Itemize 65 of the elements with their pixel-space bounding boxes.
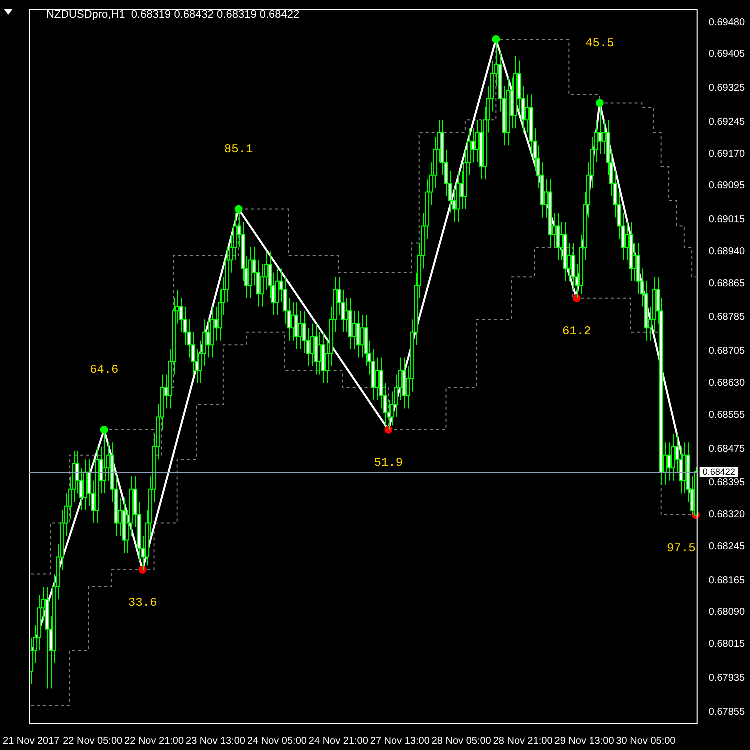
candlestick <box>275 268 280 316</box>
y-tick-label: 0.69480 <box>708 17 746 28</box>
x-tick-label: 24 Nov 05:00 <box>247 736 308 747</box>
y-tick-label: 0.69245 <box>708 117 746 128</box>
y-tick-label: 0.68555 <box>708 410 746 421</box>
x-tick-label: 28 Nov 21:00 <box>493 736 554 747</box>
point <box>572 294 581 302</box>
point <box>384 426 393 434</box>
x-tick-label: 28 Nov 05:00 <box>432 736 492 747</box>
y-tick-label: 0.68090 <box>708 607 746 618</box>
candlestick <box>375 357 380 401</box>
y-tick-label: 0.68630 <box>708 378 746 390</box>
candlestick <box>352 310 357 350</box>
y-tick-label: 0.68865 <box>708 278 746 290</box>
y-tick-label: 0.68015 <box>708 638 746 650</box>
point <box>138 566 147 574</box>
candlestick <box>356 310 361 358</box>
y-tick-label: 0.68785 <box>708 312 746 324</box>
annotation: 85.1 <box>224 142 254 156</box>
chart-title: NZDUSDpro,H1 0.68319 0.68432 0.68319 0.68422 <box>46 9 300 22</box>
y-tick-label: 0.68320 <box>708 510 746 521</box>
point <box>596 99 604 108</box>
candlestick <box>360 314 365 358</box>
candlestick <box>671 434 676 482</box>
candlestick <box>475 120 480 164</box>
y-tick-label: 0.69325 <box>708 83 746 94</box>
y-tick-label: 0.68475 <box>708 444 746 455</box>
annotation: 61.2 <box>562 324 592 339</box>
x-tick-label: 21 Nov 2017 <box>3 736 60 747</box>
point <box>492 36 500 44</box>
x-tick-label: 23 Nov 13:00 <box>186 736 246 747</box>
x-tick-label: 29 Nov 13:00 <box>554 736 615 747</box>
candlestick <box>344 298 349 333</box>
annotation: 64.6 <box>90 363 119 378</box>
y-tick-label: 0.68245 <box>708 541 746 552</box>
annotation: 45.5 <box>585 36 614 50</box>
candlestick <box>214 306 219 342</box>
ref-line-label: 0.68422 <box>702 466 736 477</box>
y-tick-label: 0.68940 <box>708 246 746 258</box>
point <box>234 205 243 214</box>
x-tick-label: 22 Nov 21:00 <box>124 736 184 747</box>
y-tick-label: 0.68705 <box>708 346 746 358</box>
candlestick <box>298 310 303 350</box>
y-tick-label: 0.69170 <box>708 148 746 160</box>
candlestick <box>206 319 211 358</box>
y-tick-label: 0.67935 <box>708 672 746 684</box>
x-tick-label: 24 Nov 21:00 <box>308 736 369 747</box>
y-tick-label: 0.67855 <box>708 706 746 718</box>
x-tick-label: 30 Nov 05:00 <box>616 736 676 747</box>
y-tick-label: 0.68395 <box>708 478 746 489</box>
candlestick <box>471 128 476 164</box>
annotation: 97.5 <box>667 541 696 556</box>
candlestick <box>294 302 299 350</box>
candlestick <box>667 442 672 482</box>
y-tick-label: 0.68165 <box>708 575 746 586</box>
y-tick-label: 0.69405 <box>708 49 746 60</box>
point <box>100 426 108 434</box>
candlestick <box>317 332 322 376</box>
y-tick-label: 0.69095 <box>708 180 746 192</box>
annotation: 33.6 <box>128 596 158 610</box>
x-tick-label: 22 Nov 05:00 <box>63 736 124 747</box>
annotation: 51.9 <box>374 456 404 470</box>
y-tick-label: 0.69015 <box>708 214 746 226</box>
candlestick <box>310 323 315 367</box>
x-tick-label: 27 Nov 13:00 <box>370 736 430 747</box>
